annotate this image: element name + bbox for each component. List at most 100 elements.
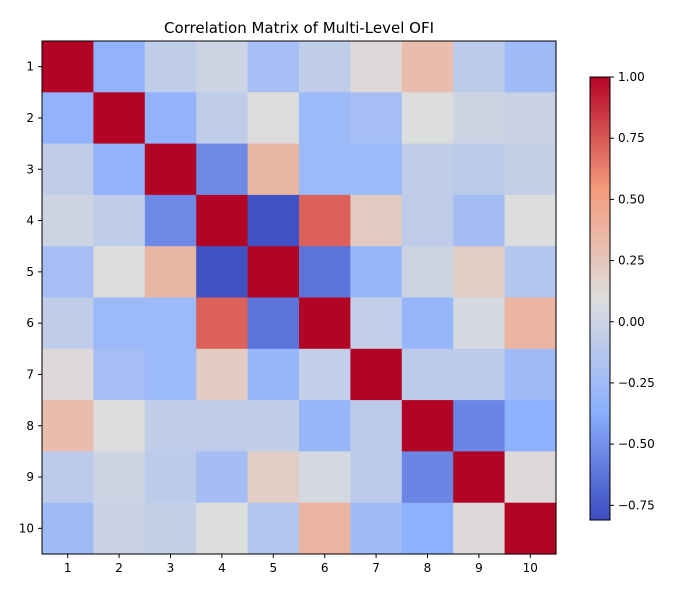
heatmap-cell xyxy=(299,502,351,555)
heatmap-cell xyxy=(504,348,557,401)
y-tick-label: 5 xyxy=(26,265,34,279)
colorbar: 1.00 0.75 0.50 0.25 0.00 −0.25 −0.50 −0.75 xyxy=(589,70,655,521)
x-axis: 1 2 3 4 5 6 7 8 9 10 xyxy=(64,554,538,575)
heatmap-cell xyxy=(504,451,557,504)
heatmap-cell xyxy=(247,41,300,93)
heatmap-cell xyxy=(453,297,506,350)
heatmap xyxy=(41,40,557,555)
heatmap-cell xyxy=(350,451,403,504)
heatmap-cell xyxy=(247,143,300,196)
heatmap-cell xyxy=(42,143,94,196)
heatmap-cell xyxy=(247,451,300,504)
y-tick-label: 1 xyxy=(26,60,34,74)
heatmap-cell xyxy=(42,400,94,452)
heatmap-cell xyxy=(247,92,300,145)
heatmap-cell xyxy=(93,194,146,247)
x-tick-label: 4 xyxy=(218,561,226,575)
heatmap-cell xyxy=(299,246,351,299)
heatmap-cell xyxy=(144,400,197,452)
heatmap-cell xyxy=(350,400,403,452)
heatmap-cell xyxy=(247,246,300,299)
heatmap-cell xyxy=(401,451,454,504)
heatmap-cell xyxy=(144,41,197,93)
heatmap-cell xyxy=(299,297,351,350)
heatmap-cell xyxy=(93,41,146,93)
heatmap-cell xyxy=(42,194,94,247)
heatmap-cell xyxy=(401,143,454,196)
heatmap-cell xyxy=(504,400,557,452)
heatmap-cell xyxy=(350,348,403,401)
heatmap-cell xyxy=(196,194,249,247)
x-tick-label: 6 xyxy=(321,561,329,575)
heatmap-cell xyxy=(401,194,454,247)
heatmap-cell xyxy=(144,246,197,299)
heatmap-cell xyxy=(93,297,146,350)
heatmap-cell xyxy=(42,502,94,555)
heatmap-cell xyxy=(299,348,351,401)
heatmap-cell xyxy=(453,246,506,299)
heatmap-cell xyxy=(453,92,506,145)
heatmap-cell xyxy=(42,451,94,504)
heatmap-cell xyxy=(453,41,506,93)
heatmap-cell xyxy=(299,194,351,247)
heatmap-cell xyxy=(93,451,146,504)
heatmap-cell xyxy=(93,143,146,196)
heatmap-cell xyxy=(504,41,557,93)
y-tick-label: 6 xyxy=(26,316,34,330)
y-tick-label: 9 xyxy=(26,470,34,484)
heatmap-cell xyxy=(504,92,557,145)
heatmap-cell xyxy=(196,41,249,93)
colorbar-tick-label: −0.75 xyxy=(618,498,655,512)
heatmap-cell xyxy=(93,246,146,299)
chart-title: Correlation Matrix of Multi-Level OFI xyxy=(164,19,434,37)
heatmap-cell xyxy=(196,451,249,504)
y-tick-label: 7 xyxy=(26,367,34,381)
colorbar-tick-label: 0.00 xyxy=(618,315,645,329)
heatmap-cell xyxy=(350,297,403,350)
colorbar-gradient xyxy=(590,77,610,520)
heatmap-cell xyxy=(144,502,197,555)
heatmap-cell xyxy=(144,451,197,504)
x-tick-label: 10 xyxy=(523,561,538,575)
heatmap-cell xyxy=(247,502,300,555)
heatmap-cell xyxy=(196,143,249,196)
y-tick-label: 3 xyxy=(26,162,34,176)
heatmap-cell xyxy=(196,348,249,401)
heatmap-cell xyxy=(144,194,197,247)
heatmap-cell xyxy=(504,297,557,350)
x-tick-label: 3 xyxy=(167,561,175,575)
colorbar-tick-label: 0.50 xyxy=(618,192,645,206)
heatmap-cell xyxy=(401,348,454,401)
x-tick-label: 2 xyxy=(115,561,123,575)
plot-frame xyxy=(41,40,557,555)
y-tick-label: 10 xyxy=(19,521,34,535)
heatmap-cell xyxy=(401,400,454,452)
heatmap-cell xyxy=(350,502,403,555)
heatmap-cell xyxy=(196,92,249,145)
heatmap-cell xyxy=(350,246,403,299)
heatmap-cell xyxy=(401,92,454,145)
heatmap-cell xyxy=(144,348,197,401)
heatmap-cell xyxy=(350,143,403,196)
x-tick-label: 8 xyxy=(424,561,432,575)
colorbar-tick-label: −0.50 xyxy=(618,437,655,451)
heatmap-cell xyxy=(42,246,94,299)
heatmap-cell xyxy=(453,143,506,196)
heatmap-cell xyxy=(504,143,557,196)
y-tick-label: 2 xyxy=(26,111,34,125)
colorbar-frame xyxy=(589,76,611,521)
colorbar-tick-label: 0.75 xyxy=(618,131,645,145)
heatmap-cell xyxy=(144,92,197,145)
heatmap-cell xyxy=(247,194,300,247)
heatmap-cell xyxy=(144,297,197,350)
heatmap-cell xyxy=(350,41,403,93)
colorbar-tick-label: 1.00 xyxy=(618,70,645,84)
heatmap-cell xyxy=(299,400,351,452)
x-tick-label: 1 xyxy=(64,561,72,575)
heatmap-cell xyxy=(504,194,557,247)
heatmap-cell xyxy=(453,451,506,504)
colorbar-tick-label: 0.25 xyxy=(618,254,645,268)
heatmap-cell xyxy=(504,246,557,299)
heatmap-cell xyxy=(144,143,197,196)
